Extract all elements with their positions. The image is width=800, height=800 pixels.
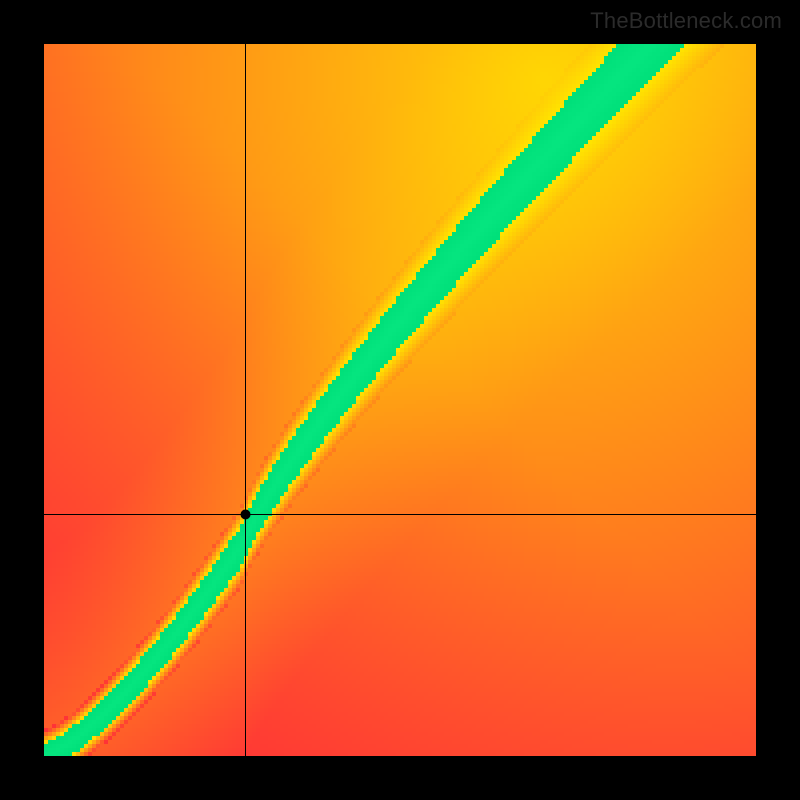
- watermark: TheBottleneck.com: [590, 8, 782, 34]
- heatmap-canvas: [44, 44, 756, 756]
- heatmap-plot: [44, 44, 756, 756]
- figure-container: TheBottleneck.com: [0, 0, 800, 800]
